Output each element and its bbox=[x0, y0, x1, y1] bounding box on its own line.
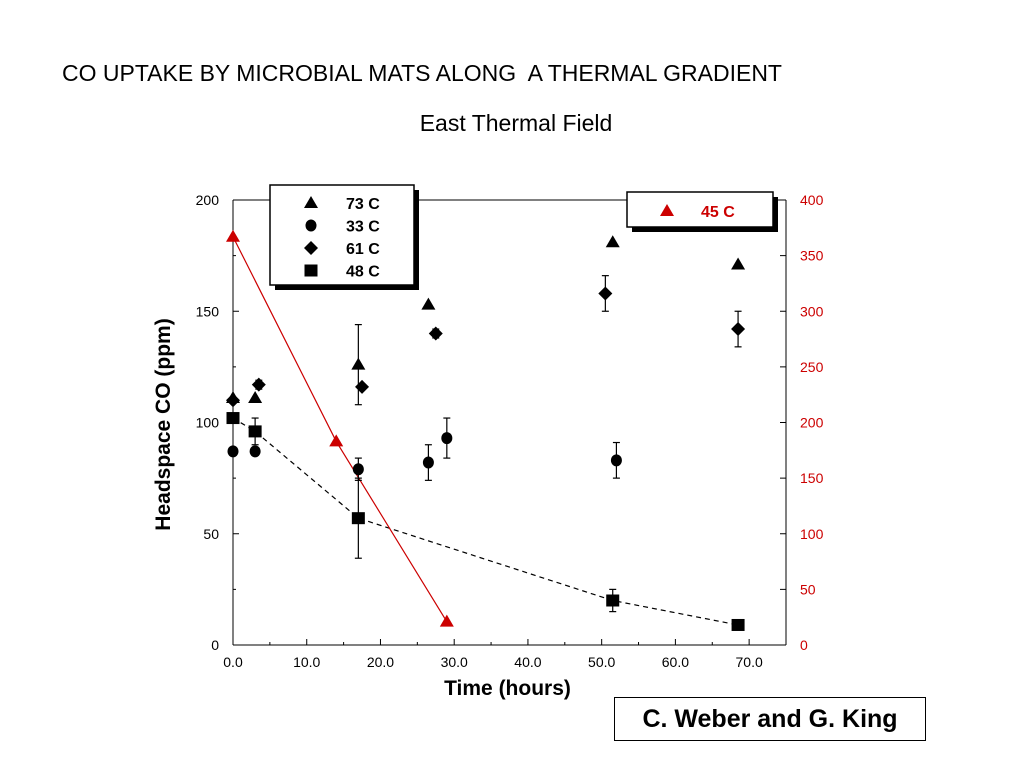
data-point bbox=[731, 257, 746, 270]
x-tick-label: 10.0 bbox=[293, 654, 320, 670]
right-y-tick-label: 350 bbox=[800, 248, 824, 264]
data-point bbox=[351, 357, 366, 370]
x-tick-label: 0.0 bbox=[223, 654, 243, 670]
legend-marker bbox=[305, 219, 317, 232]
data-point bbox=[248, 391, 263, 404]
x-axis-label: Time (hours) bbox=[444, 677, 571, 700]
data-point bbox=[329, 434, 344, 447]
legend-box bbox=[269, 184, 415, 286]
chart-subtitle: East Thermal Field bbox=[419, 110, 613, 136]
legend-label: 45 C bbox=[701, 204, 735, 221]
right-y-tick-label: 0 bbox=[800, 637, 808, 653]
legend-marker bbox=[304, 264, 318, 277]
data-point bbox=[421, 297, 436, 310]
right-y-tick-label: 250 bbox=[800, 359, 824, 375]
right-y-tick-label: 300 bbox=[800, 303, 824, 319]
data-point bbox=[605, 235, 620, 248]
chart-title: CO UPTAKE BY MICROBIAL MATS ALONG A THER… bbox=[62, 60, 782, 86]
x-tick-label: 60.0 bbox=[662, 654, 689, 670]
data-point bbox=[226, 412, 240, 425]
legend-marker bbox=[304, 196, 318, 208]
data-point bbox=[422, 456, 434, 469]
legend-label: 61 C bbox=[346, 241, 380, 258]
series-line bbox=[232, 417, 739, 626]
data-point bbox=[227, 445, 239, 458]
right-y-tick-label: 400 bbox=[800, 192, 824, 208]
left-y-tick-label: 0 bbox=[211, 637, 219, 653]
data-point bbox=[248, 425, 262, 438]
right-y-tick-label: 100 bbox=[800, 526, 824, 542]
data-point bbox=[251, 377, 266, 392]
right-y-tick-label: 150 bbox=[800, 470, 824, 486]
data-point bbox=[351, 512, 365, 525]
left-y-tick-label: 150 bbox=[196, 303, 220, 319]
legend-marker bbox=[660, 204, 674, 216]
left-y-tick-label: 100 bbox=[196, 415, 220, 431]
legend-box bbox=[626, 191, 774, 228]
legend-label: 73 C bbox=[346, 196, 380, 213]
data-point bbox=[610, 454, 622, 467]
data-point bbox=[352, 463, 364, 476]
left-y-tick-label: 50 bbox=[203, 526, 219, 542]
x-tick-label: 50.0 bbox=[588, 654, 615, 670]
data-point bbox=[355, 379, 370, 394]
author-credit: C. Weber and G. King bbox=[614, 697, 926, 741]
legend-label: 48 C bbox=[346, 264, 380, 281]
data-point bbox=[731, 322, 746, 337]
data-point bbox=[249, 445, 261, 458]
right-y-tick-label: 200 bbox=[800, 415, 824, 431]
y-axis-label: Headspace CO (ppm) bbox=[152, 318, 175, 530]
data-point bbox=[226, 393, 240, 408]
data-point bbox=[439, 614, 454, 627]
x-tick-label: 20.0 bbox=[367, 654, 394, 670]
x-tick-label: 70.0 bbox=[736, 654, 763, 670]
right-y-tick-label: 50 bbox=[800, 581, 816, 597]
data-point bbox=[598, 286, 613, 301]
x-tick-label: 40.0 bbox=[514, 654, 541, 670]
data-point bbox=[606, 594, 620, 607]
data-point bbox=[226, 229, 240, 242]
legend-label: 33 C bbox=[346, 219, 380, 236]
series-line bbox=[232, 236, 448, 622]
legend-marker bbox=[304, 241, 318, 255]
left-y-tick-label: 200 bbox=[196, 192, 220, 208]
data-point bbox=[731, 618, 745, 631]
data-point bbox=[428, 326, 443, 341]
x-tick-label: 30.0 bbox=[441, 654, 468, 670]
data-point bbox=[441, 432, 453, 445]
